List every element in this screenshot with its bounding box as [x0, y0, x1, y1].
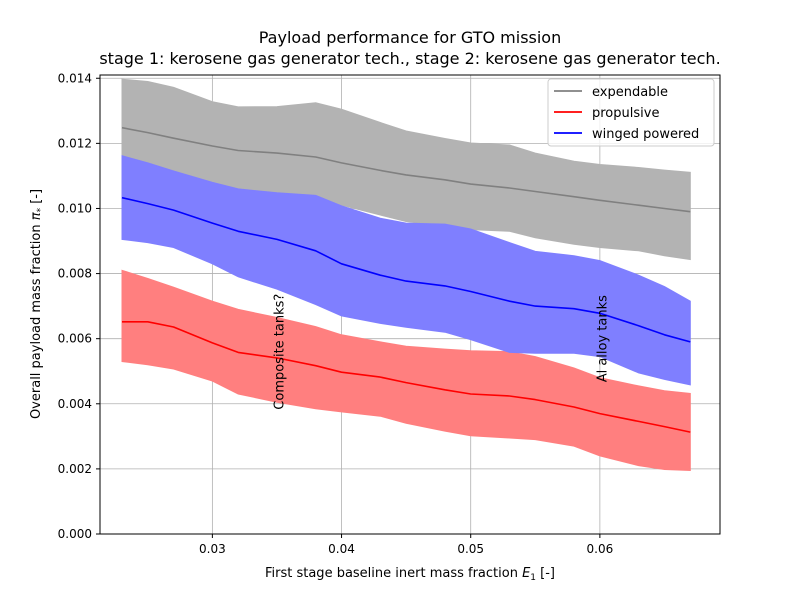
- x-tick-label: 0.05: [457, 542, 484, 556]
- y-axis-label: Overall payload mass fraction π* [-]: [29, 189, 46, 419]
- x-tick-label: 0.03: [199, 542, 226, 556]
- expendable-line: [121, 126, 691, 213]
- y-axis-ticks: 0.000 0.002 0.004 0.006 0.008 0.010 0.012 0.014: [58, 71, 100, 541]
- x-tick-label: 0.06: [587, 542, 614, 556]
- chart-title-line-2: stage 1: kerosene gas generator tech., s…: [99, 49, 720, 68]
- chart-title-line-1: Payload performance for GTO mission: [259, 28, 561, 47]
- legend-label-winged-powered: winged powered: [592, 127, 699, 142]
- plot-frame: [99, 74, 721, 535]
- y-tick-label: 0.006: [58, 332, 92, 346]
- x-tick-label: 0.04: [328, 542, 355, 556]
- legend: expendable propulsive winged powered: [547, 78, 715, 147]
- y-tick-label: 0.002: [58, 462, 92, 476]
- annotation-al-alloy-tanks: Al alloy tanks: [595, 295, 610, 382]
- x-axis-label: First stage baseline inert mass fraction…: [265, 566, 555, 583]
- y-tick-label: 0.012: [58, 136, 92, 150]
- legend-box: [547, 78, 715, 147]
- x-axis-ticks: 0.03 0.04 0.05 0.06: [199, 534, 613, 556]
- y-tick-label: 0.004: [58, 397, 92, 411]
- propulsive-band: [121, 269, 691, 472]
- annotation-composite-tanks-: Composite tanks?: [272, 294, 287, 410]
- legend-label-expendable: expendable: [592, 85, 668, 100]
- y-tick-label: 0.000: [58, 527, 92, 541]
- mean-lines: [121, 126, 691, 433]
- uncertainty-bands: [121, 78, 691, 472]
- winged-powered-band: [121, 155, 691, 386]
- legend-label-propulsive: propulsive: [592, 106, 659, 121]
- y-tick-label: 0.010: [58, 201, 92, 215]
- annotations: Composite tanks? Al alloy tanks: [272, 294, 610, 410]
- winged-powered-line: [121, 196, 691, 343]
- propulsive-line: [122, 320, 691, 433]
- y-tick-label: 0.008: [58, 267, 92, 281]
- y-tick-label: 0.014: [58, 71, 92, 85]
